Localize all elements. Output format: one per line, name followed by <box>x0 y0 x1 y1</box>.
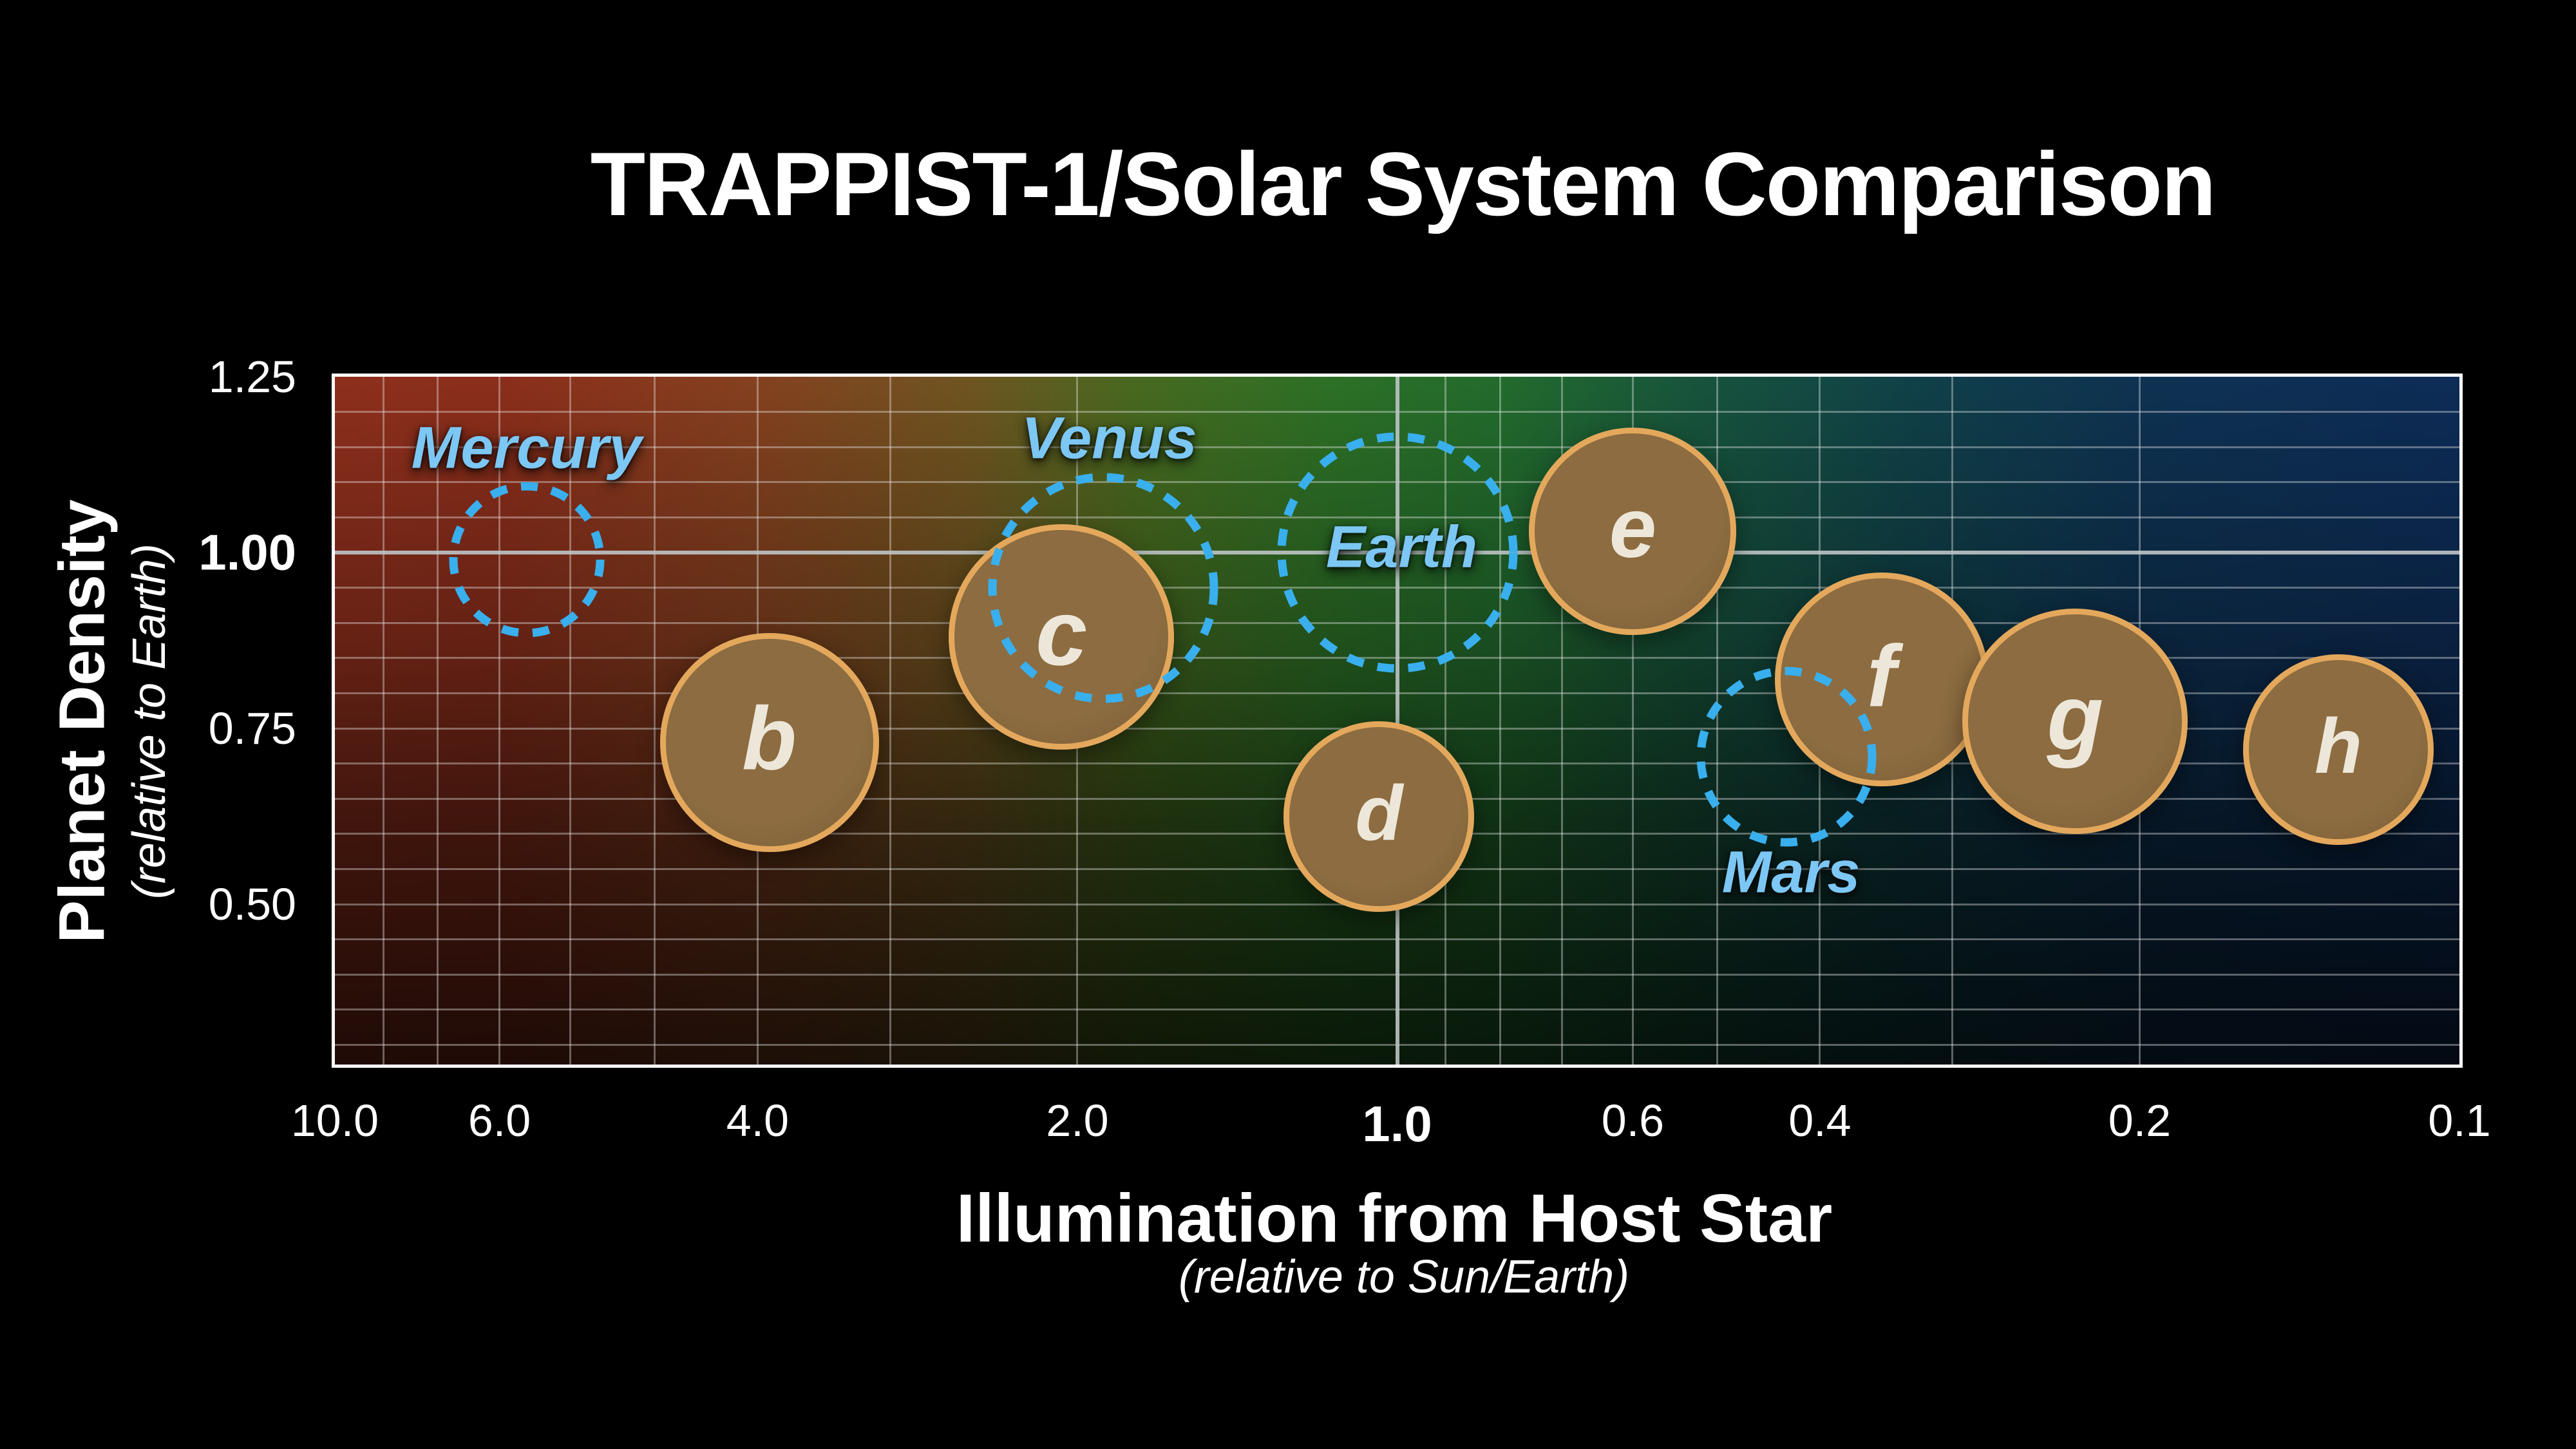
planet-h-label: h <box>2315 702 2362 790</box>
venus-dotted-circle <box>988 473 1218 703</box>
planet-d-circle: d <box>1283 721 1475 912</box>
x-axis-subtitle: (relative to Sun/Earth) <box>1178 1251 1630 1303</box>
y-tick-0.75: 0.75 <box>208 703 296 753</box>
y-tick-0.50: 0.50 <box>208 879 296 930</box>
chart-title: TRAPPIST-1/Solar System Comparison <box>590 133 2217 234</box>
gridline-x-5 <box>654 377 656 1065</box>
planet-c-circle: c <box>949 524 1175 750</box>
x-tick-1.0: 1.0 <box>1362 1095 1432 1152</box>
planet-f-circle: f <box>1774 572 1989 786</box>
gridline-y-1 <box>335 551 2459 554</box>
planet-c-label: c <box>1036 581 1088 685</box>
gridline-x-7 <box>498 377 500 1065</box>
x-tick-0.1: 0.1 <box>2428 1095 2491 1146</box>
x-tick-10.0: 10.0 <box>290 1095 379 1146</box>
mercury-dotted-circle <box>449 482 605 638</box>
gridline-x-9 <box>382 377 384 1065</box>
gridline-x-0.6 <box>1631 377 1634 1065</box>
gridline-x-0.9 <box>1444 377 1447 1065</box>
plot-area: b c d e f g h Mercury Venus Earth Mars <box>332 374 2463 1068</box>
earth-label: Earth <box>1325 514 1478 580</box>
x-tick-0.2: 0.2 <box>2108 1095 2172 1146</box>
y-tick-1.25: 1.25 <box>208 352 296 402</box>
mars-dotted-circle <box>1696 667 1877 847</box>
mars-label: Mars <box>1721 839 1861 905</box>
gridline-x-0.7 <box>1560 377 1563 1065</box>
gridline-x-8 <box>437 377 439 1065</box>
planet-e-circle: e <box>1529 428 1737 636</box>
planet-h-circle: h <box>2243 654 2434 845</box>
trappist-planets-layer: b c d e f g h <box>335 377 2459 1065</box>
earth-dotted-circle <box>1277 432 1517 673</box>
planet-g-circle: g <box>1962 609 2188 835</box>
x-tick-4.0: 4.0 <box>726 1095 790 1146</box>
gridline-x-6 <box>569 377 572 1065</box>
gridline-x-0.8 <box>1499 377 1501 1065</box>
venus-label: Venus <box>1021 405 1197 471</box>
x-tick-6.0: 6.0 <box>468 1095 531 1146</box>
gridline-x-1 <box>1395 377 1399 1065</box>
planet-b-label: b <box>742 688 797 789</box>
gridline-x-0.5 <box>1716 377 1718 1065</box>
x-tick-0.4: 0.4 <box>1788 1095 1852 1146</box>
planet-b-circle: b <box>659 632 879 852</box>
y-tick-1.00: 1.00 <box>198 524 296 581</box>
x-tick-2.0: 2.0 <box>1046 1095 1109 1146</box>
x-tick-0.6: 0.6 <box>1601 1095 1665 1146</box>
x-axis-title: Illumination from Host Star <box>956 1180 1833 1256</box>
planet-g-label: g <box>2047 665 2104 770</box>
solar-planets-layer: Mercury Venus Earth Mars <box>335 377 2459 1065</box>
mercury-label: Mercury <box>411 415 642 481</box>
planet-e-label: e <box>1609 480 1657 575</box>
gridline-x-3 <box>889 377 891 1065</box>
planet-d-label: d <box>1355 769 1403 857</box>
planet-f-label: f <box>1866 627 1897 725</box>
